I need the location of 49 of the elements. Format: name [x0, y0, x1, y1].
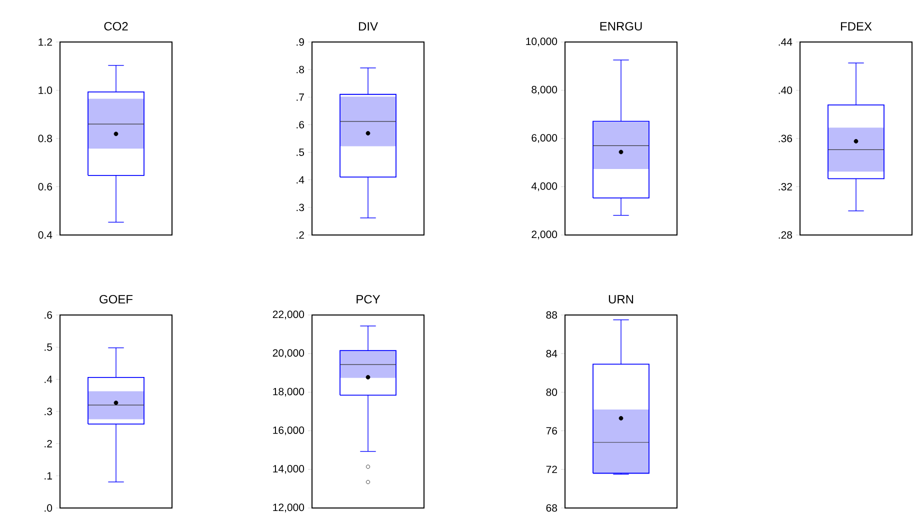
y-tick-label: 4,000 [531, 182, 558, 192]
y-tick-label: 1.0 [38, 86, 52, 94]
y-tick-label: .40 [778, 86, 792, 94]
y-tick-label: .36 [778, 134, 792, 142]
y-tick-label: .9 [296, 38, 304, 46]
y-tick-label: .28 [778, 231, 792, 239]
y-tick-label: 8,000 [532, 86, 558, 95]
chart-title: DIV [358, 22, 378, 31]
y-tick-label: 0.4 [38, 231, 52, 239]
y-tick-label: 6,000 [532, 134, 558, 143]
chart-title: FDEX [840, 22, 872, 31]
y-tick-label: .1 [44, 472, 52, 480]
y-tick-label: 14,000 [273, 465, 304, 474]
chart-title: ENRGU [600, 22, 642, 31]
y-tick-label: .0 [44, 504, 52, 512]
y-tick-label: 22,000 [272, 310, 304, 320]
chart-title: PCY [356, 295, 380, 304]
y-tick-label: .7 [296, 94, 304, 101]
y-tick-label: 0.8 [38, 134, 52, 142]
y-tick-label: 1.2 [38, 38, 52, 46]
y-tick-label: 76 [546, 427, 558, 435]
y-tick-label: 12,000 [273, 504, 304, 512]
y-tick-label: .32 [778, 183, 792, 191]
y-tick-label: .8 [296, 66, 304, 74]
y-tick-label: .4 [296, 176, 304, 184]
y-tick-label: 72 [546, 466, 557, 474]
y-tick-label: 18,000 [273, 388, 304, 397]
chart-title: CO2 [104, 22, 128, 31]
y-tick-label: .2 [44, 440, 52, 448]
y-tick-label: .5 [296, 148, 304, 156]
y-tick-label: .6 [44, 311, 52, 319]
y-tick-label: 20,000 [272, 349, 304, 358]
y-tick-label: 88 [546, 311, 558, 319]
y-tick-label: .2 [296, 231, 304, 239]
y-tick-label: .5 [44, 344, 52, 351]
y-tick-label: .44 [778, 38, 792, 46]
y-tick-label: .4 [44, 376, 52, 384]
y-tick-label: 68 [546, 504, 558, 512]
y-tick-label: .6 [296, 121, 304, 128]
y-tick-label: .3 [296, 204, 304, 212]
y-tick-label: 16,000 [273, 426, 304, 436]
y-tick-label: 84 [546, 350, 558, 358]
y-tick-label: 10,000 [526, 38, 558, 46]
y-tick-label: 2,000 [532, 230, 558, 240]
y-tick-label: 0.6 [38, 183, 52, 191]
y-tick-label: 80 [546, 388, 558, 396]
chart-title: GOEF [100, 295, 133, 304]
y-tick-label: .3 [44, 408, 52, 416]
chart-title: URN [608, 295, 634, 304]
